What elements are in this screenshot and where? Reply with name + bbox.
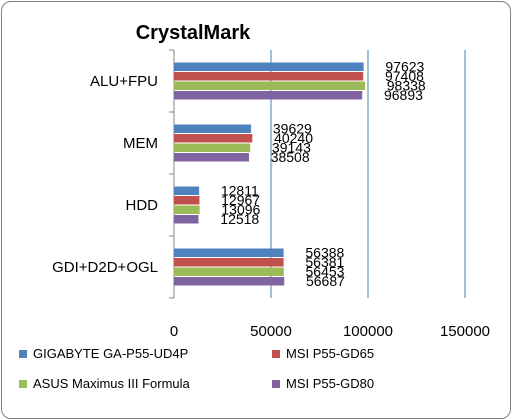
bar-mem-asus-maximus-iii-formula (173, 143, 251, 152)
data-label-gdi-d2d-ogl-asus-maximus-iii-formula: 56453 (306, 263, 345, 279)
legend-swatch-msi-p55-gd65 (272, 350, 280, 358)
data-label-alu-fpu-msi-p55-gd80: 96893 (384, 87, 423, 103)
legend-label-asus-maximus-iii-formula: ASUS Maximus III Formula (33, 376, 191, 391)
x-tick-0: 0 (170, 323, 178, 340)
data-label-mem-gigabyte-ga-p55-ud4p: 39629 (273, 120, 312, 136)
bar-mem-gigabyte-ga-p55-ud4p (173, 124, 252, 133)
bar-hdd-gigabyte-ga-p55-ud4p (173, 186, 200, 195)
bar-hdd-msi-p55-gd80 (173, 215, 199, 224)
bar-gdi-d2d-ogl-gigabyte-ga-p55-ud4p (173, 248, 284, 257)
legend-swatch-msi-p55-gd80 (272, 380, 280, 388)
category-label-alu-fpu: ALU+FPU (90, 73, 158, 90)
data-label-hdd-msi-p55-gd80: 12518 (220, 211, 259, 227)
category-label-hdd: HDD (126, 197, 159, 214)
legend-label-gigabyte-ga-p55-ud4p: GIGABYTE GA-P55-UD4P (33, 346, 188, 361)
bar-alu-fpu-gigabyte-ga-p55-ud4p (173, 62, 364, 71)
data-label-gdi-d2d-ogl-msi-p55-gd65: 56381 (305, 254, 344, 270)
bar-gdi-d2d-ogl-msi-p55-gd65 (173, 258, 284, 267)
data-label-hdd-msi-p55-gd65: 12967 (221, 192, 260, 208)
data-label-alu-fpu-asus-maximus-iii-formula: 98338 (387, 77, 426, 93)
x-tick-100000: 100000 (343, 323, 393, 340)
bar-alu-fpu-msi-p55-gd65 (173, 72, 364, 81)
legend-swatch-asus-maximus-iii-formula (19, 380, 27, 388)
legend: GIGABYTE GA-P55-UD4P MSI P55-GD65 ASUS Max… (19, 346, 374, 391)
category-labels: ALU+FPU MEM HDD GDI+D2D+OGL (52, 73, 158, 276)
bar-hdd-msi-p55-gd65 (173, 196, 200, 205)
bars (173, 62, 366, 286)
chart-title: CrystalMark (136, 22, 251, 44)
data-label-hdd-gigabyte-ga-p55-ud4p: 12811 (221, 182, 259, 198)
data-label-mem-msi-p55-gd65: 40240 (274, 130, 313, 146)
category-label-gdi-d2d-ogl: GDI+D2D+OGL (52, 259, 158, 276)
legend-swatch-gigabyte-ga-p55-ud4p (19, 350, 27, 358)
legend-label-msi-p55-gd80: MSI P55-GD80 (286, 376, 374, 391)
data-label-gdi-d2d-ogl-gigabyte-ga-p55-ud4p: 56388 (305, 244, 344, 260)
data-label-gdi-d2d-ogl-msi-p55-gd80: 56687 (306, 273, 345, 289)
data-label-mem-asus-maximus-iii-formula: 39143 (272, 139, 311, 155)
bar-gdi-d2d-ogl-asus-maximus-iii-formula (173, 267, 284, 276)
data-label-alu-fpu-gigabyte-ga-p55-ud4p: 97623 (385, 58, 424, 74)
legend-label-msi-p55-gd65: MSI P55-GD65 (286, 346, 374, 361)
bar-hdd-asus-maximus-iii-formula (173, 205, 200, 214)
x-tick-50000: 50000 (250, 323, 292, 340)
bar-mem-msi-p55-gd65 (173, 134, 253, 143)
category-label-mem: MEM (123, 135, 158, 152)
data-label-mem-msi-p55-gd80: 38508 (271, 149, 310, 165)
bar-mem-msi-p55-gd80 (173, 153, 249, 162)
data-label-hdd-asus-maximus-iii-formula: 13096 (221, 201, 260, 217)
x-tick-labels: 0 50000 100000 150000 (170, 323, 490, 340)
bar-gdi-d2d-ogl-msi-p55-gd80 (173, 277, 285, 286)
data-label-alu-fpu-msi-p55-gd65: 97408 (385, 68, 424, 84)
bar-alu-fpu-msi-p55-gd80 (173, 91, 363, 100)
x-tick-150000: 150000 (440, 323, 490, 340)
bar-alu-fpu-asus-maximus-iii-formula (173, 81, 366, 90)
